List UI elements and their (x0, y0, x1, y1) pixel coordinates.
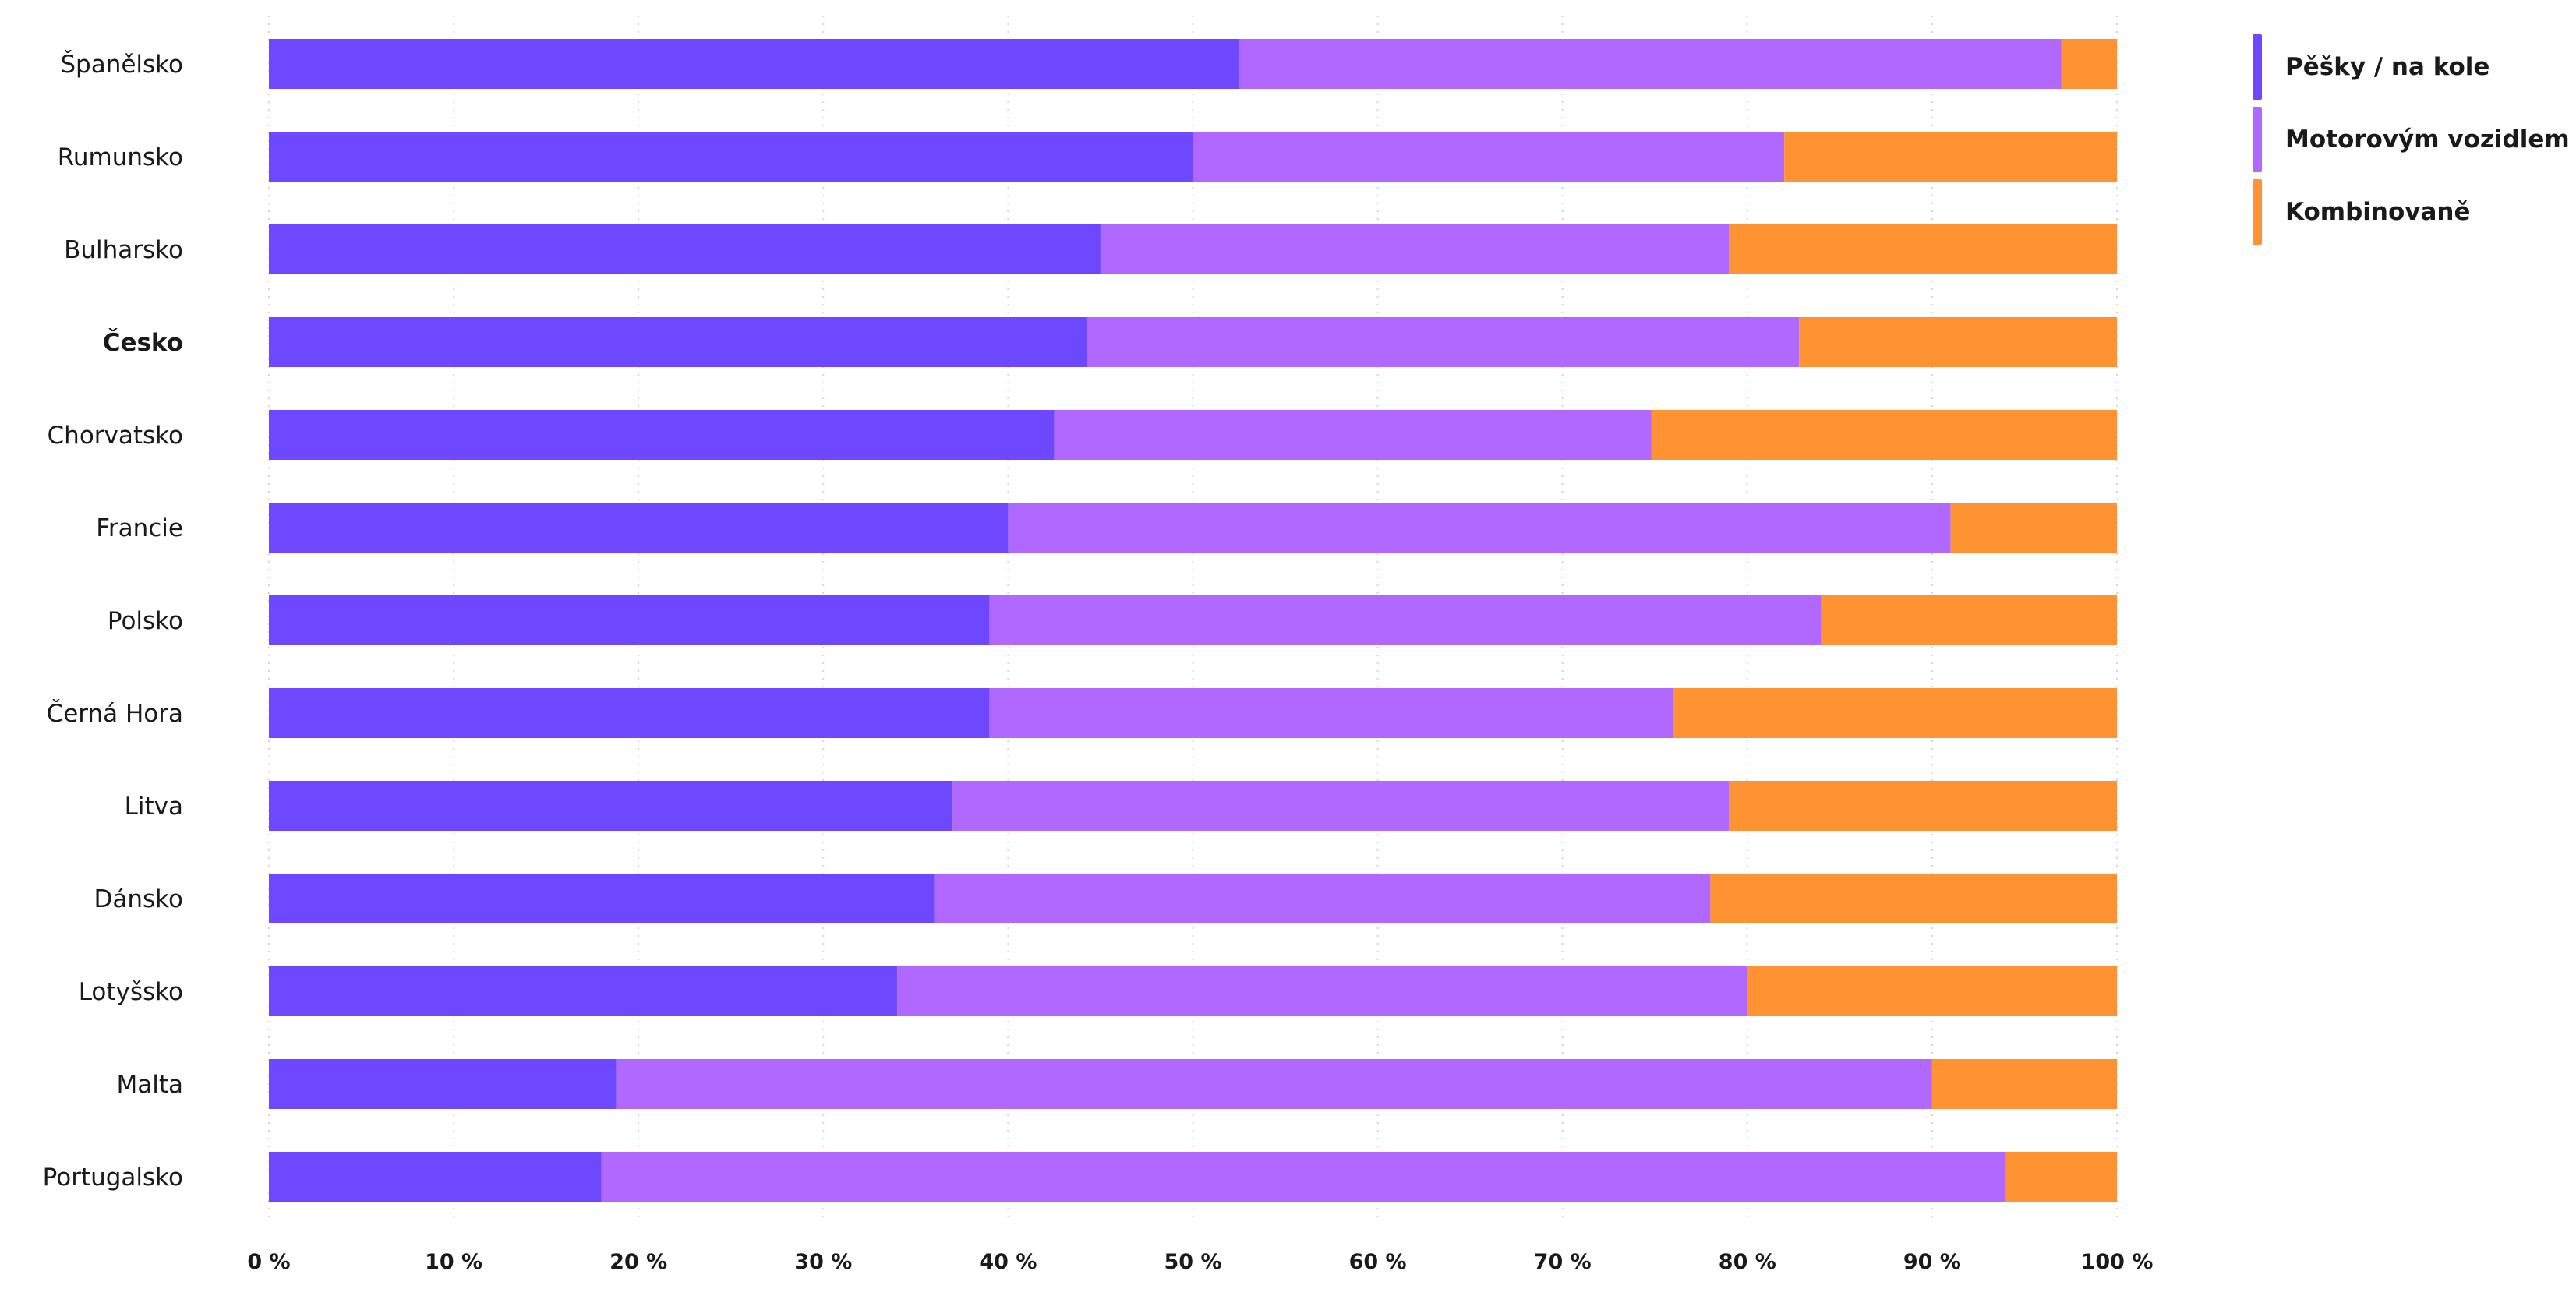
category-label: Portugalsko (43, 1164, 183, 1192)
x-tick-label: 30 % (794, 1250, 852, 1274)
legend-swatch (2253, 107, 2262, 172)
x-tick-label: 60 % (1349, 1250, 1407, 1274)
legend-item-walk-bike: Pěšky / na kole (2253, 34, 2570, 100)
category-label: Francie (96, 514, 183, 542)
legend-label: Motorovým vozidlem (2285, 125, 2570, 154)
category-label: Chorvatsko (48, 422, 183, 450)
bar-segment (269, 410, 1055, 460)
bar-segment (2061, 39, 2117, 89)
x-tick-label: 40 % (979, 1250, 1037, 1274)
category-label: Malta (116, 1071, 183, 1099)
x-tick-label: 0 % (247, 1250, 290, 1274)
legend-label: Pěšky / na kole (2285, 53, 2490, 81)
bar-segment (269, 688, 990, 738)
bar-segment (952, 781, 1730, 831)
bar-segment (1651, 410, 2117, 460)
category-label: Lotyšsko (79, 978, 183, 1006)
category-label: Polsko (108, 607, 183, 635)
bar-segment (1729, 224, 2117, 274)
bar-segment (269, 317, 1088, 367)
bar-segment (616, 1059, 1932, 1109)
bar-segment (934, 874, 1711, 923)
bar-segment (1673, 688, 2117, 738)
legend: Pěšky / na kole Motorovým vozidlem Kombi… (2253, 34, 2570, 252)
legend-item-combined: Kombinovaně (2253, 179, 2570, 245)
x-tick-label: 20 % (610, 1250, 667, 1274)
bar-segment (1087, 317, 1800, 367)
legend-item-motor-vehicle: Motorovým vozidlem (2253, 107, 2570, 172)
bar-segment (269, 132, 1193, 182)
bar-segment (989, 595, 1822, 645)
bar-segment (1784, 132, 2117, 182)
category-label: Španělsko (60, 50, 183, 79)
bar-segment (1054, 410, 1652, 460)
bar-segment (2005, 1152, 2117, 1202)
bar-segment (269, 781, 953, 831)
bar-segment (897, 966, 1747, 1016)
bar-segment (269, 224, 1101, 274)
bar-segment (1100, 224, 1730, 274)
bar-segment (1239, 39, 2062, 89)
x-tick-label: 50 % (1164, 1250, 1221, 1274)
bar-segment (1799, 317, 2117, 367)
bar-segment (269, 39, 1239, 89)
bar-segment (269, 1152, 602, 1202)
x-tick-label: 100 % (2081, 1250, 2154, 1274)
legend-label: Kombinovaně (2285, 198, 2471, 226)
bar-segment (601, 1152, 2006, 1202)
bar-segment (1821, 595, 2117, 645)
category-label: Bulharsko (64, 236, 183, 264)
bars (269, 39, 2117, 1202)
category-label: Rumunsko (58, 143, 183, 171)
x-tick-label: 80 % (1719, 1250, 1776, 1274)
category-labels: Španělsko Rumunsko Bulharsko Česko Chorvatsk… (43, 50, 183, 1192)
x-tick-label: 10 % (425, 1250, 482, 1274)
bar-segment (1008, 503, 1951, 553)
legend-swatch (2253, 34, 2262, 100)
bar-segment (989, 688, 1673, 738)
bar-segment (1193, 132, 1785, 182)
x-tick-label: 70 % (1534, 1250, 1592, 1274)
bar-segment (269, 966, 898, 1016)
bar-segment (269, 595, 990, 645)
category-label: Česko (103, 328, 183, 357)
bar-segment (1950, 503, 2117, 553)
x-tick-label: 90 % (1903, 1250, 1961, 1274)
bar-segment (269, 1059, 617, 1109)
bar-segment (1710, 874, 2117, 923)
bar-segment (269, 503, 1009, 553)
x-tick-labels: 0 % 10 % 20 % 30 % 40 % 50 % 60 % 70 % 80 % 90 % 1… (247, 1250, 2153, 1274)
bar-segment (1729, 781, 2117, 831)
bar-segment (1747, 966, 2117, 1016)
legend-swatch (2253, 179, 2262, 245)
bar-segment (269, 874, 935, 923)
bar-segment (1931, 1059, 2117, 1109)
category-label: Litva (125, 793, 183, 821)
category-label: Černá Hora (47, 699, 183, 728)
category-label: Dánsko (94, 885, 183, 913)
